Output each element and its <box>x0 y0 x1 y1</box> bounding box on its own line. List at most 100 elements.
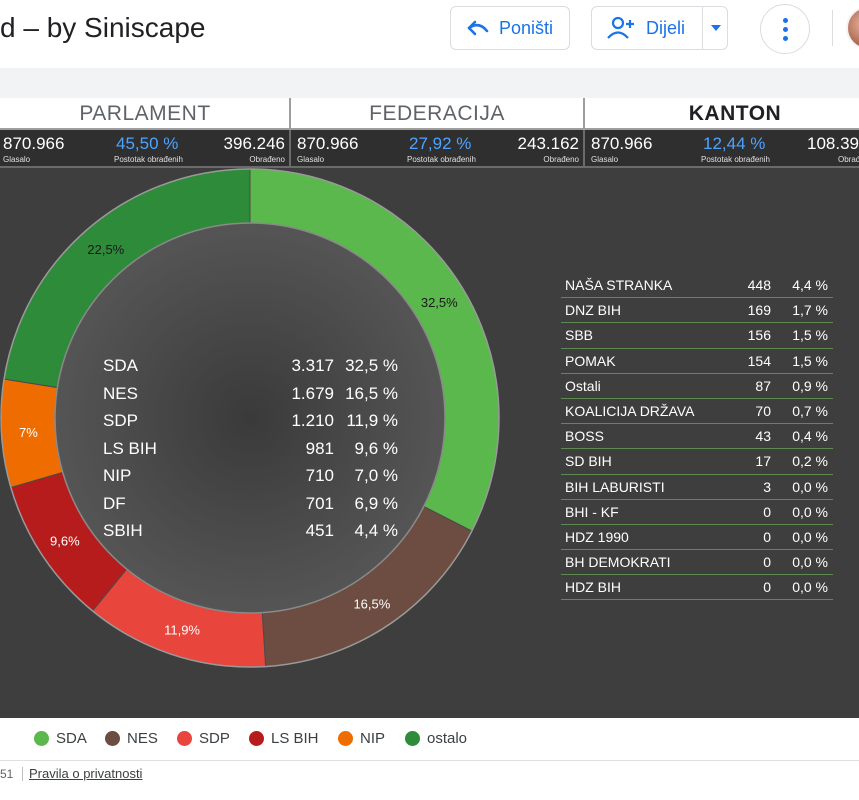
table-row: NAŠA STRANKA 448 4,4 % <box>561 273 833 299</box>
share-divider <box>702 7 703 49</box>
top-app-bar: d – by Siniscape Poništi Dijeli <box>0 0 859 60</box>
footer: 51 Pravila o privatnosti <box>0 760 859 800</box>
add-person-icon <box>607 16 634 39</box>
toolbar-strip <box>0 68 859 98</box>
table-row: HDZ 1990 0 0,0 % <box>561 525 833 551</box>
legend-label: SDA <box>56 730 87 747</box>
more-vert-dot <box>782 35 788 41</box>
party-name: SBB <box>565 327 594 344</box>
party-name: BH DEMOKRATI <box>565 554 671 571</box>
party-votes: 0 <box>763 579 771 596</box>
legend-item[interactable]: NES <box>105 730 158 747</box>
undo-button[interactable]: Poništi <box>450 6 570 50</box>
party-name: BOSS <box>565 428 604 445</box>
chart-legend: SDA NES SDP LS BIH NIP ostalo <box>0 718 859 760</box>
tab-divider <box>583 98 585 130</box>
footer-number: 51 <box>0 767 14 781</box>
undo-icon <box>467 20 489 36</box>
table-row: BIH LABURISTI 3 0,0 % <box>561 475 833 500</box>
legend-swatch <box>105 731 120 746</box>
pct-value: 12,44 % <box>703 134 766 153</box>
party-percent: 1,7 % <box>792 302 828 319</box>
party-percent: 6,9 % <box>354 493 398 513</box>
table-row: SD BIH 17 0,2 % <box>561 449 833 475</box>
more-options-button[interactable] <box>760 4 810 54</box>
more-vert-dot <box>782 26 788 32</box>
party-percent: 0,0 % <box>792 478 828 495</box>
party-percent: 9,6 % <box>354 438 398 458</box>
undo-label: Poništi <box>499 17 554 38</box>
table-row: BOSS 43 0,4 % <box>561 424 833 450</box>
glasalo-label: Glasalo <box>591 155 619 164</box>
legend-swatch <box>338 731 353 746</box>
legend-item[interactable]: SDA <box>34 730 87 747</box>
legend-label: NES <box>127 730 158 747</box>
party-percent: 0,2 % <box>792 453 828 470</box>
party-votes: 3 <box>763 478 771 495</box>
party-votes: 3.317 <box>291 356 334 375</box>
party-name: NES <box>103 383 138 403</box>
slice-label: 22,5% <box>87 242 124 257</box>
pct-label: Postotak obrađenih <box>114 155 183 164</box>
legend-item[interactable]: NIP <box>338 730 385 747</box>
tab-parlament[interactable]: PARLAMENT <box>79 102 211 125</box>
privacy-policy-link[interactable]: Pravila o privatnosti <box>29 766 143 781</box>
legend-swatch <box>405 731 420 746</box>
party-name: BIH LABURISTI <box>565 478 665 495</box>
top-parties-table: SDA 3.317 32,5 % NES 1.679 16,5 % SDP 1.210 11,9… <box>100 354 400 547</box>
table-row: SBB 156 1,5 % <box>561 323 833 349</box>
stats-federacija: 870.966 Glasalo 27,92 % Postotak obrađen… <box>291 130 583 168</box>
party-percent: 4,4 % <box>792 277 828 293</box>
glasalo-value: 870.966 <box>3 134 65 153</box>
legend-label: LS BIH <box>271 730 319 747</box>
legend-swatch <box>177 731 192 746</box>
obradeno-value: 108.39 <box>807 134 859 153</box>
party-votes: 448 <box>747 277 771 293</box>
donut-hole <box>54 222 446 614</box>
tab-federacija[interactable]: FEDERACIJA <box>369 102 505 125</box>
party-votes: 169 <box>747 302 771 319</box>
party-votes: 154 <box>747 352 771 369</box>
stats-divider <box>289 130 291 168</box>
pct-label: Postotak obrađenih <box>701 155 770 164</box>
party-name: Ostali <box>565 377 601 394</box>
party-name: DNZ BIH <box>565 302 621 319</box>
party-votes: 0 <box>763 528 771 545</box>
party-percent: 11,9 % <box>346 411 398 430</box>
tab-kanton[interactable]: KANTON <box>688 102 782 125</box>
slice-label: 16,5% <box>353 597 390 612</box>
stats-divider <box>583 130 585 168</box>
party-votes: 0 <box>763 554 771 571</box>
legend-label: ostalo <box>427 730 468 747</box>
obradeno-label: Obrađeno <box>249 155 285 164</box>
stats-parlament: 870.966 Glasalo 45,50 % Postotak obrađen… <box>0 130 290 168</box>
party-name: LS BIH <box>103 438 157 458</box>
avatar[interactable] <box>846 6 859 50</box>
obradeno-label: Obrađ <box>838 155 859 164</box>
table-row: POMAK 154 1,5 % <box>561 349 833 374</box>
party-votes: 17 <box>755 453 771 470</box>
party-percent: 0,0 % <box>792 579 828 596</box>
party-name: KOALICIJA DRŽAVA <box>565 402 695 419</box>
party-votes: 0 <box>763 503 771 520</box>
table-row: SDA 3.317 32,5 % <box>100 354 400 382</box>
party-name: HDZ BIH <box>565 579 621 596</box>
table-row: NES 1.679 16,5 % <box>100 382 400 410</box>
party-percent: 0,7 % <box>792 402 828 419</box>
legend-item[interactable]: SDP <box>177 730 230 747</box>
share-button[interactable]: Dijeli <box>591 6 728 50</box>
legend-item[interactable]: LS BIH <box>249 730 319 747</box>
legend-swatch <box>34 731 49 746</box>
table-row: SBIH 451 4,4 % <box>100 519 400 547</box>
party-votes: 981 <box>305 438 334 458</box>
glasalo-label: Glasalo <box>297 155 325 164</box>
donut-rim <box>0 168 500 668</box>
table-row: NIP 710 7,0 % <box>100 464 400 492</box>
legend-item[interactable]: ostalo <box>405 730 467 747</box>
legend-label: SDP <box>199 730 230 747</box>
results-donut-chart: 32,5% 16,5% 11,9% 9,6% 7% 22,5% <box>0 168 500 668</box>
party-votes: 70 <box>755 402 771 419</box>
share-label: Dijeli <box>646 17 686 38</box>
chevron-down-icon[interactable] <box>711 25 721 31</box>
pct-value: 27,92 % <box>409 134 472 153</box>
